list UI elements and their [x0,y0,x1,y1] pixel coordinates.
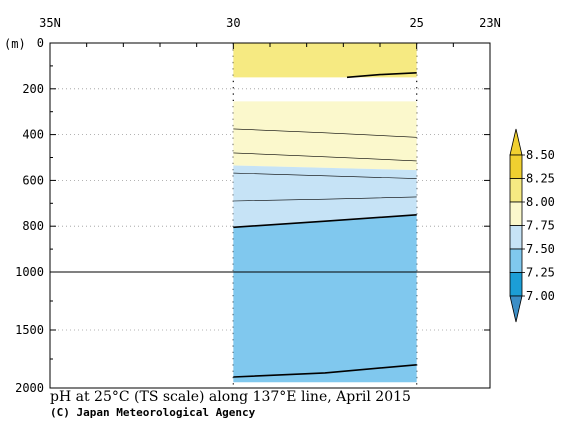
colorbar-bottom-arrow [509,295,523,323]
credit-text: (C) Japan Meteorological Agency [50,406,256,419]
band-2 [233,165,417,228]
contour-1 [233,128,417,138]
colorbar-segment-4 [509,248,523,273]
colorbar: 8.50 8.25 8.00 7.75 7.50 7.25 7.00 [509,128,555,323]
colorbar-label-5: 7.25 [526,266,555,280]
x-tick-label: 35N [39,16,61,30]
y-tick-label-upper-3: 600 [22,173,44,187]
contour-3 [233,172,417,179]
colorbar-segment-2 [509,201,523,226]
y-tick-label-lower-0: 1500 [15,323,44,337]
colorbar-label-2: 8.00 [526,195,555,209]
y-tick-label-upper-2: 400 [22,128,44,142]
colorbar-label-0: 8.50 [526,148,555,162]
contour-layer [233,72,417,378]
x-tick-label: 25 [409,16,423,30]
x-tick-label: 23N [479,16,501,30]
x-tick-label: 30 [226,16,240,30]
colorbar-label-6: 7.00 [526,289,555,303]
colorbar-segment-0 [509,154,523,179]
y-tick-label-upper-0: 0 [37,36,44,50]
y-tick-label-lower-1: 2000 [15,381,44,395]
band-3 [233,214,417,383]
contour-6 [233,364,417,378]
colorbar-segment-3 [509,225,523,250]
band-0 [233,43,417,78]
fill-layer [233,43,417,383]
y-tick-label-upper-1: 200 [22,82,44,96]
colorbar-label-1: 8.25 [526,172,555,186]
colorbar-segment-1 [509,178,523,203]
contour-0 [346,72,417,79]
y-tick-label-upper-4: 800 [22,219,44,233]
contour-2 [233,152,417,162]
colorbar-top-arrow [509,128,523,156]
contour-5 [233,214,417,229]
label-layer: (m) 35N 30 25 23N 0 200 400 600 800 1000 1500 2000 [4,16,501,395]
colorbar-label-3: 7.75 [526,219,555,233]
y-tick-label-upper-5: 1000 [15,265,44,279]
chart-title: pH at 25°C (TS scale) along 137°E line, … [50,389,411,405]
contour-4 [233,196,417,202]
colorbar-label-4: 7.50 [526,242,555,256]
band-1 [233,101,417,171]
axes-layer [49,42,491,389]
y-unit-label: (m) [4,37,26,51]
colorbar-segment-5 [509,272,523,297]
